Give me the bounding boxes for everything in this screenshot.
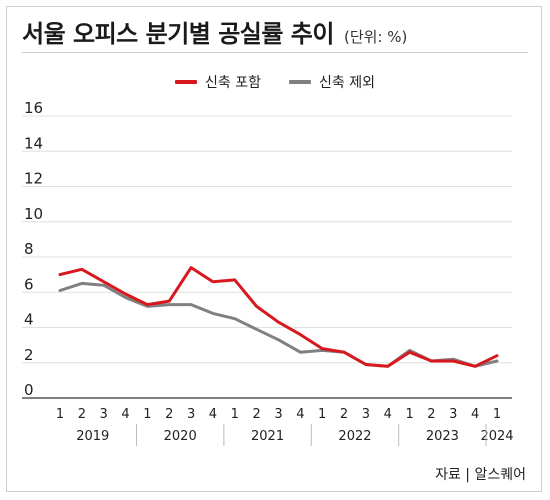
legend-label-excl: 신축 제외 bbox=[319, 75, 375, 91]
x-tick-label: 3 bbox=[274, 407, 282, 422]
x-tick-label: 4 bbox=[121, 407, 129, 422]
x-tick-label: 2 bbox=[253, 407, 261, 422]
x-tick-label: 3 bbox=[100, 407, 108, 422]
y-tick-label: 0 bbox=[24, 381, 34, 399]
y-tick-label: 2 bbox=[24, 346, 34, 364]
x-tick-label: 2 bbox=[78, 407, 86, 422]
x-tick-label: 4 bbox=[209, 407, 217, 422]
legend-label-incl: 신축 포함 bbox=[205, 75, 261, 91]
unit-label: (단위: %) bbox=[343, 28, 408, 46]
x-tick-label: 3 bbox=[449, 407, 457, 422]
x-tick-label: 1 bbox=[493, 407, 501, 422]
year-label: 2020 bbox=[164, 429, 197, 444]
legend-item-incl: 신축 포함 bbox=[175, 72, 261, 92]
y-tick-label: 4 bbox=[24, 311, 34, 329]
x-tick-label: 4 bbox=[296, 407, 304, 422]
series-line-excl bbox=[58, 281, 499, 368]
title-row: 서울 오피스 분기별 공실률 추이 (단위: %) bbox=[22, 14, 407, 49]
title-divider bbox=[22, 52, 528, 53]
x-tick-label: 1 bbox=[231, 407, 239, 422]
series-line-incl bbox=[58, 266, 499, 368]
year-label: 2023 bbox=[426, 429, 459, 444]
year-label: 2022 bbox=[338, 429, 371, 444]
source-note: 자료 | 알스퀘어 bbox=[435, 467, 526, 483]
x-tick-label: 1 bbox=[143, 407, 151, 422]
x-tick-label: 3 bbox=[362, 407, 370, 422]
year-label: 2019 bbox=[76, 429, 109, 444]
y-tick-label: 8 bbox=[24, 240, 34, 258]
x-tick-label: 2 bbox=[165, 407, 173, 422]
legend-swatch-excl bbox=[289, 80, 311, 84]
x-tick-label: 1 bbox=[318, 407, 326, 422]
legend-swatch-incl bbox=[175, 80, 198, 84]
x-tick-label: 4 bbox=[384, 407, 392, 422]
y-tick-label: 10 bbox=[24, 205, 43, 223]
year-label: 2024 bbox=[480, 429, 513, 444]
x-tick-label: 2 bbox=[427, 407, 435, 422]
chart-title: 서울 오피스 분기별 공실률 추이 bbox=[22, 20, 334, 48]
x-tick-label: 3 bbox=[187, 407, 195, 422]
y-tick-label: 14 bbox=[24, 134, 43, 152]
y-tick-label: 6 bbox=[24, 275, 34, 293]
x-tick-label: 1 bbox=[405, 407, 413, 422]
y-tick-label: 12 bbox=[24, 170, 43, 188]
legend: 신축 포함 신축 제외 bbox=[0, 72, 550, 92]
x-tick-label: 4 bbox=[471, 407, 479, 422]
x-tick-label: 1 bbox=[56, 407, 64, 422]
x-tick-label: 2 bbox=[340, 407, 348, 422]
legend-item-excl: 신축 제외 bbox=[289, 72, 375, 92]
year-label: 2021 bbox=[251, 429, 284, 444]
y-tick-label: 16 bbox=[24, 99, 43, 117]
chart-frame bbox=[6, 6, 542, 492]
